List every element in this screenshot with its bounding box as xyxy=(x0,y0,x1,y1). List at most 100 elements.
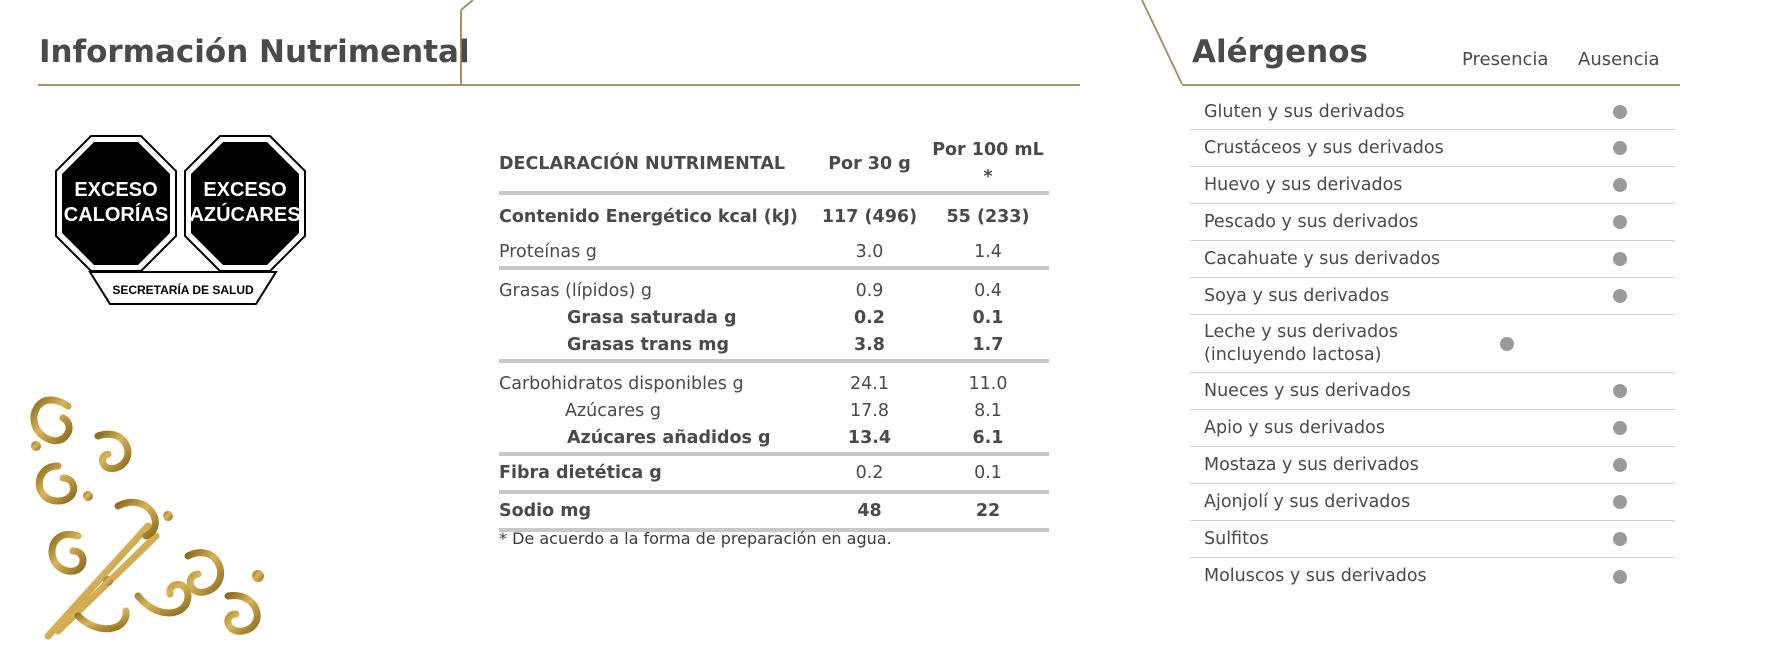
allergen-row-ajonjoli: Ajonjolí y sus derivados xyxy=(1190,484,1675,521)
allergen-row-gluten: Gluten y sus derivados xyxy=(1190,94,1675,130)
allergen-row-sulfitos: Sulfitos xyxy=(1190,521,1675,558)
header-declaracion: DECLARACIÓN NUTRIMENTAL xyxy=(499,137,812,195)
absence-dot-icon xyxy=(1613,569,1627,584)
row-value-30g: 0.2 xyxy=(812,454,927,494)
seal-right-line2: AZÚCARES xyxy=(189,202,300,226)
table-row: Fibra dietética g 0.2 0.1 xyxy=(499,454,1049,494)
table-row: Sodio mg 48 22 xyxy=(499,492,1049,532)
column-header-presence: Presencia xyxy=(1462,49,1549,70)
row-value-100ml: 55 (233) xyxy=(946,207,1030,227)
allergen-row-mostaza: Mostaza y sus derivados xyxy=(1190,447,1675,484)
row-label: Contenido Energético kcal (kJ) xyxy=(499,207,798,227)
absence-dot-icon xyxy=(1613,384,1627,398)
absence-dot-icon xyxy=(1613,252,1627,266)
allergen-row-crustaceos: Crustáceos y sus derivados xyxy=(1190,130,1675,167)
table-row: Grasa saturada g 0.2 0.1 xyxy=(499,305,1049,332)
absence-dot-icon xyxy=(1613,104,1627,119)
warning-seals: SECRETARÍA DE SALUD EXCESO CALORÍAS EXCE… xyxy=(46,134,336,308)
allergen-label: Sulfitos xyxy=(1204,529,1269,549)
seal-left xyxy=(62,142,170,265)
seal-authority-text: SECRETARÍA DE SALUD xyxy=(112,282,254,297)
allergen-label: Apio y sus derivados xyxy=(1204,418,1385,438)
allergen-label: Cacahuate y sus derivados xyxy=(1204,249,1441,269)
allergen-label: Huevo y sus derivados xyxy=(1204,175,1403,195)
frame-divider-left xyxy=(460,0,474,86)
absence-dot-icon xyxy=(1613,532,1627,546)
allergen-row-nueces: Nueces y sus derivados xyxy=(1190,373,1675,410)
allergen-label: Mostaza y sus derivados xyxy=(1204,455,1419,475)
row-value-100ml: 0.4 xyxy=(974,281,1002,301)
table-row: Azúcares g 17.8 8.1 xyxy=(499,398,1049,425)
row-label: Grasa saturada g xyxy=(567,308,737,328)
allergen-row-leche: Leche y sus derivados (incluyendo lactos… xyxy=(1190,315,1675,373)
seal-left-line2: CALORÍAS xyxy=(64,203,168,226)
row-label: Fibra dietética g xyxy=(499,454,812,494)
absence-dot-icon xyxy=(1613,141,1627,155)
allergen-row-pescado: Pescado y sus derivados xyxy=(1190,204,1675,241)
footnote: * De acuerdo a la forma de preparación e… xyxy=(499,529,892,548)
allergens-title: Alérgenos xyxy=(1192,34,1368,70)
row-value-100ml: 1.4 xyxy=(927,239,1049,270)
allergen-row-apio: Apio y sus derivados xyxy=(1190,410,1675,447)
row-label: Azúcares g xyxy=(565,401,661,421)
allergen-row-moluscos: Moluscos y sus derivados xyxy=(1190,558,1675,595)
row-label: Sodio mg xyxy=(499,492,812,532)
absence-dot-icon xyxy=(1613,178,1627,192)
seal-left-line1: EXCESO xyxy=(74,179,157,201)
row-value-30g: 13.4 xyxy=(812,425,927,456)
table-row: Carbohidratos disponibles g 24.1 11.0 xyxy=(499,361,1049,398)
allergen-label: Moluscos y sus derivados xyxy=(1204,566,1427,586)
presence-dot-icon xyxy=(1500,336,1514,351)
row-value-100ml: 8.1 xyxy=(974,401,1002,421)
absence-dot-icon xyxy=(1613,289,1627,303)
row-value-30g: 3.8 xyxy=(812,332,927,363)
title-underline-left xyxy=(38,84,1080,86)
allergen-label: Soya y sus derivados xyxy=(1204,286,1390,306)
allergen-label: Pescado y sus derivados xyxy=(1204,212,1419,232)
row-value-30g: 48 xyxy=(812,492,927,532)
table-row: Azúcares añadidos g 13.4 6.1 xyxy=(499,425,1049,456)
nutrition-table: DECLARACIÓN NUTRIMENTAL Por 30 g Por 100… xyxy=(499,137,1049,532)
table-row: Proteínas g 3.0 1.4 xyxy=(499,239,1049,270)
row-value-30g: 0.2 xyxy=(853,308,885,328)
allergen-label: Crustáceos y sus derivados xyxy=(1204,138,1444,158)
allergen-label: Nueces y sus derivados xyxy=(1204,381,1411,401)
allergen-row-soya: Soya y sus derivados xyxy=(1190,278,1675,315)
row-value-30g: 117 (496) xyxy=(821,207,918,227)
row-label: Azúcares añadidos g xyxy=(499,425,812,456)
nutrition-table-header: DECLARACIÓN NUTRIMENTAL Por 30 g Por 100… xyxy=(499,137,1049,195)
allergen-list: Gluten y sus derivados Crustáceos y sus … xyxy=(1190,94,1675,595)
row-label: Proteínas g xyxy=(499,239,812,270)
table-row: Contenido Energético kcal (kJ) 117 (496)… xyxy=(499,193,1049,239)
allergen-row-cacahuate: Cacahuate y sus derivados xyxy=(1190,241,1675,278)
absence-dot-icon xyxy=(1613,215,1627,229)
row-value-30g: 0.9 xyxy=(855,281,884,301)
row-value-100ml: 0.1 xyxy=(972,308,1004,328)
row-label: Grasas (lípidos) g xyxy=(499,281,652,301)
gold-ornament-illustration xyxy=(30,396,264,640)
row-label: Grasas trans mg xyxy=(499,332,812,363)
absence-dot-icon xyxy=(1613,421,1627,435)
allergen-label: Leche y sus derivados (incluyendo lactos… xyxy=(1204,322,1399,365)
row-value-30g: 24.1 xyxy=(850,374,889,394)
seal-authority-band xyxy=(88,271,278,305)
seal-right-line1: EXCESO xyxy=(203,179,286,201)
allergen-label: Gluten y sus derivados xyxy=(1204,102,1405,122)
frame-divider-right xyxy=(1141,0,1183,85)
absence-dot-icon xyxy=(1613,458,1627,472)
allergen-label: Ajonjolí y sus derivados xyxy=(1204,492,1411,512)
table-row: Grasas (lípidos) g 0.9 0.4 xyxy=(499,268,1049,305)
header-per-100ml: Por 100 mL * xyxy=(927,137,1049,195)
absence-dot-icon xyxy=(1613,495,1627,509)
row-label: Carbohidratos disponibles g xyxy=(499,374,744,394)
column-header-absence: Ausencia xyxy=(1578,49,1660,70)
row-value-100ml: 0.1 xyxy=(927,454,1049,494)
header-per-30g: Por 30 g xyxy=(812,137,927,195)
title-underline-right xyxy=(1182,84,1680,86)
row-value-100ml: 1.7 xyxy=(927,332,1049,363)
row-value-30g: 17.8 xyxy=(850,401,889,421)
row-value-30g: 3.0 xyxy=(812,239,927,270)
seal-right xyxy=(191,142,299,265)
row-value-100ml: 11.0 xyxy=(968,374,1008,394)
nutrition-title: Información Nutrimental xyxy=(39,34,470,70)
